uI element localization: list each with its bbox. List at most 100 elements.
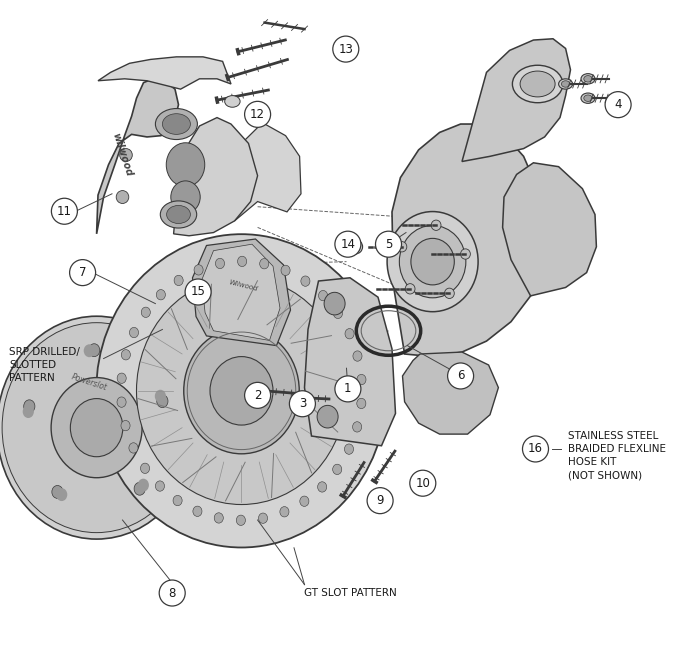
Ellipse shape bbox=[258, 513, 267, 523]
Ellipse shape bbox=[411, 238, 454, 285]
Ellipse shape bbox=[194, 265, 203, 275]
Ellipse shape bbox=[160, 201, 197, 228]
Ellipse shape bbox=[332, 464, 342, 475]
Text: GT SLOT PATTERN: GT SLOT PATTERN bbox=[304, 588, 398, 598]
Ellipse shape bbox=[156, 289, 165, 300]
Ellipse shape bbox=[397, 242, 407, 252]
Text: 9: 9 bbox=[377, 494, 384, 507]
Ellipse shape bbox=[96, 234, 386, 548]
Ellipse shape bbox=[520, 71, 555, 97]
Ellipse shape bbox=[173, 495, 182, 506]
Ellipse shape bbox=[280, 506, 289, 517]
Ellipse shape bbox=[134, 483, 146, 495]
Ellipse shape bbox=[121, 421, 130, 431]
Polygon shape bbox=[98, 57, 231, 89]
Text: 6: 6 bbox=[457, 370, 464, 382]
Ellipse shape bbox=[260, 258, 269, 269]
Ellipse shape bbox=[352, 243, 359, 251]
Circle shape bbox=[244, 382, 271, 408]
Text: wilwood: wilwood bbox=[111, 132, 134, 178]
Ellipse shape bbox=[581, 74, 595, 84]
Ellipse shape bbox=[162, 114, 190, 134]
Circle shape bbox=[289, 391, 316, 417]
Ellipse shape bbox=[155, 481, 164, 491]
Ellipse shape bbox=[357, 375, 366, 385]
Text: 7: 7 bbox=[79, 266, 86, 279]
Ellipse shape bbox=[51, 377, 142, 477]
Ellipse shape bbox=[193, 506, 202, 516]
Ellipse shape bbox=[22, 405, 34, 418]
Ellipse shape bbox=[214, 513, 223, 523]
Text: 16: 16 bbox=[528, 443, 543, 455]
Ellipse shape bbox=[130, 328, 139, 338]
Ellipse shape bbox=[405, 284, 415, 294]
Circle shape bbox=[185, 279, 211, 305]
Ellipse shape bbox=[512, 65, 563, 103]
Polygon shape bbox=[97, 79, 178, 234]
Ellipse shape bbox=[157, 395, 168, 408]
Ellipse shape bbox=[399, 225, 466, 298]
Ellipse shape bbox=[0, 316, 196, 539]
Ellipse shape bbox=[155, 109, 197, 140]
Ellipse shape bbox=[345, 329, 354, 339]
Ellipse shape bbox=[237, 515, 246, 525]
Ellipse shape bbox=[318, 482, 327, 492]
Ellipse shape bbox=[141, 307, 150, 317]
Circle shape bbox=[159, 580, 186, 606]
Ellipse shape bbox=[117, 373, 126, 383]
Ellipse shape bbox=[317, 406, 338, 428]
Circle shape bbox=[375, 231, 402, 257]
Text: 5: 5 bbox=[385, 238, 392, 251]
Ellipse shape bbox=[324, 292, 345, 315]
Circle shape bbox=[244, 101, 271, 127]
Circle shape bbox=[605, 92, 631, 118]
Ellipse shape bbox=[155, 390, 166, 402]
Ellipse shape bbox=[129, 443, 138, 453]
Ellipse shape bbox=[117, 397, 126, 407]
Text: 2: 2 bbox=[254, 389, 261, 402]
Polygon shape bbox=[392, 124, 545, 357]
Polygon shape bbox=[202, 244, 280, 340]
Polygon shape bbox=[462, 39, 570, 162]
Ellipse shape bbox=[210, 357, 273, 425]
Polygon shape bbox=[503, 163, 596, 296]
Ellipse shape bbox=[333, 308, 342, 318]
Ellipse shape bbox=[237, 256, 246, 267]
Text: 13: 13 bbox=[338, 43, 354, 56]
Ellipse shape bbox=[89, 344, 100, 357]
Circle shape bbox=[51, 198, 78, 224]
Ellipse shape bbox=[387, 211, 478, 311]
Text: 10: 10 bbox=[415, 477, 430, 490]
Polygon shape bbox=[304, 278, 395, 446]
Ellipse shape bbox=[138, 479, 149, 492]
Ellipse shape bbox=[167, 205, 190, 224]
Ellipse shape bbox=[174, 275, 183, 286]
Text: 11: 11 bbox=[57, 205, 72, 218]
Circle shape bbox=[335, 376, 361, 402]
Circle shape bbox=[335, 231, 361, 257]
Ellipse shape bbox=[167, 143, 204, 187]
Circle shape bbox=[367, 488, 393, 514]
Ellipse shape bbox=[349, 240, 363, 254]
Text: 14: 14 bbox=[340, 238, 356, 251]
Ellipse shape bbox=[216, 258, 225, 269]
Ellipse shape bbox=[24, 400, 35, 413]
Circle shape bbox=[447, 363, 474, 389]
Ellipse shape bbox=[584, 76, 592, 82]
Circle shape bbox=[410, 470, 436, 496]
Ellipse shape bbox=[357, 399, 366, 409]
Ellipse shape bbox=[318, 291, 328, 301]
Ellipse shape bbox=[559, 79, 573, 89]
Text: Wilwood: Wilwood bbox=[228, 279, 258, 292]
Ellipse shape bbox=[353, 422, 362, 432]
Ellipse shape bbox=[344, 444, 354, 454]
Ellipse shape bbox=[121, 349, 130, 360]
Ellipse shape bbox=[353, 351, 362, 361]
Circle shape bbox=[69, 260, 96, 286]
Text: 1: 1 bbox=[344, 382, 351, 395]
Ellipse shape bbox=[461, 249, 470, 259]
Ellipse shape bbox=[70, 399, 123, 457]
Ellipse shape bbox=[116, 191, 129, 203]
Text: Powerslot: Powerslot bbox=[71, 372, 108, 393]
Ellipse shape bbox=[581, 93, 595, 103]
